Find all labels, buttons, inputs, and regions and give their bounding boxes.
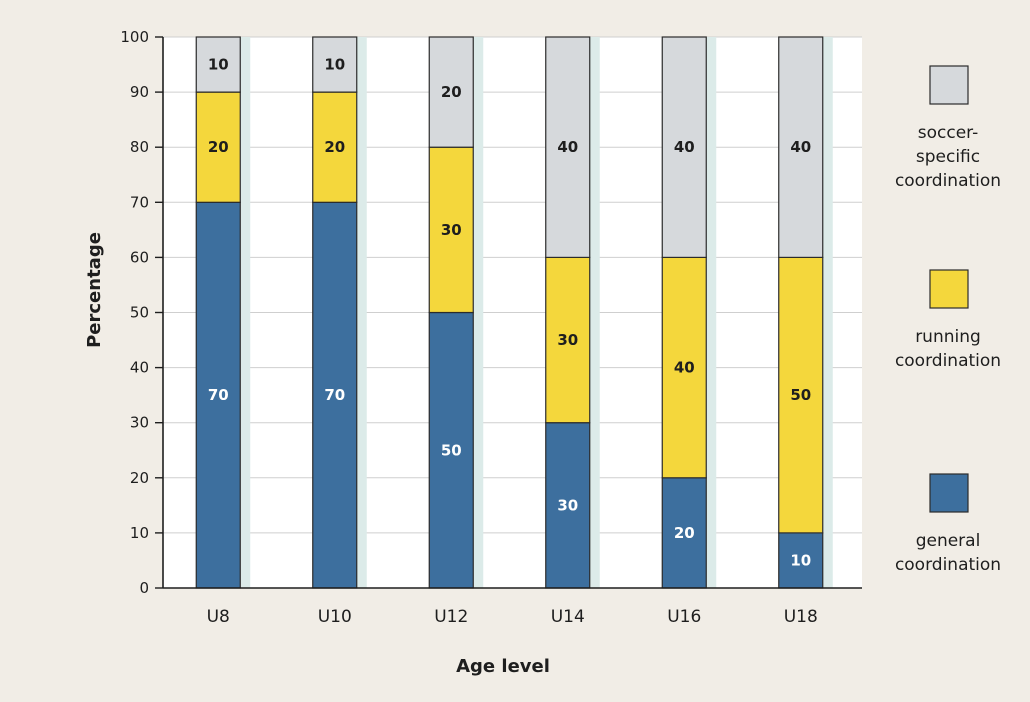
bar-shadow [589,37,600,588]
data-label: 40 [557,138,578,156]
y-tick-label: 80 [130,138,149,156]
data-label: 70 [324,386,345,404]
legend-label-line: coordination [895,555,1001,575]
y-tick-label: 10 [130,524,149,542]
legend-label-line: running [915,327,981,347]
data-label: 30 [441,221,462,239]
data-label: 40 [674,138,695,156]
bar-segment [312,91,358,203]
data-label: 40 [674,359,695,377]
bar-segment [545,36,591,258]
data-label: 30 [557,331,578,349]
axes: 0 10 20 30 40 50 60 70 80 90 100 [120,28,862,597]
data-label: 30 [557,496,578,514]
data-label: 10 [790,551,811,569]
legend-label-line: soccer- [918,123,978,143]
x-tick-label: U18 [784,607,818,627]
y-tick-label: 50 [130,304,149,322]
x-tick-label: U8 [207,607,230,627]
data-label: 50 [441,441,462,459]
legend-label-line: general [916,531,981,551]
legend-swatch [929,269,969,309]
bar-shadow [822,37,833,588]
data-label: 20 [674,524,695,542]
bar-shadow [356,37,367,588]
x-tick-label: U10 [318,607,352,627]
bar-segment [778,36,824,258]
x-tick-label: U14 [551,607,585,627]
bar-segment [428,146,474,314]
bar-shadow [706,37,717,588]
data-label: 20 [208,138,229,156]
legend: soccer-specific coordination running coordi… [895,65,1001,575]
bar-segment [778,532,824,589]
y-tick-label: 20 [130,469,149,487]
bar-segment [195,91,241,203]
y-tick-label: 0 [139,579,149,597]
legend-label-line: specific [916,147,980,167]
data-label: 10 [324,56,345,74]
y-tick-label: 40 [130,359,149,377]
bar-segment [428,311,474,589]
legend-label: running coordination [895,327,1001,371]
gridlines [163,36,862,589]
legend-swatch [929,473,969,513]
bar-segment [545,422,591,589]
data-label: 70 [208,386,229,404]
data-label: 10 [208,56,229,74]
bar-segment [545,256,591,424]
data-label: 20 [324,138,345,156]
bar-shadows [240,37,833,588]
bars: 70 20 10 U8 70 20 10 U10 50 30 20 U12 30 30 40 U14 20 40 4… [195,36,824,627]
x-axis-title: Age level [456,656,550,677]
bar-segment [195,36,241,93]
bar-segment [428,36,474,148]
legend-label: general coordination [895,531,1001,575]
y-axis-title: Percentage [84,232,105,348]
bar-segment [778,256,824,534]
y-tick-label: 70 [130,193,149,211]
legend-label-line: coordination [895,171,1001,191]
bar-shadow [240,37,251,588]
bar-segment [661,36,707,258]
x-tick-label: U16 [667,607,701,627]
bar-segment [312,201,358,589]
y-tick-label: 90 [130,83,149,101]
y-tick-label: 100 [120,28,149,46]
data-label: 40 [790,138,811,156]
bar-segment [661,477,707,589]
y-tick-label: 30 [130,414,149,432]
x-tick-label: U12 [434,607,468,627]
y-tick-label: 60 [130,248,149,266]
bar-shadow [473,37,484,588]
data-label: 50 [790,386,811,404]
legend-swatch [929,65,969,105]
legend-label-line: coordination [895,351,1001,371]
bar-segment [312,36,358,93]
legend-label: soccer-specific coordination [895,123,1001,191]
data-label: 20 [441,83,462,101]
